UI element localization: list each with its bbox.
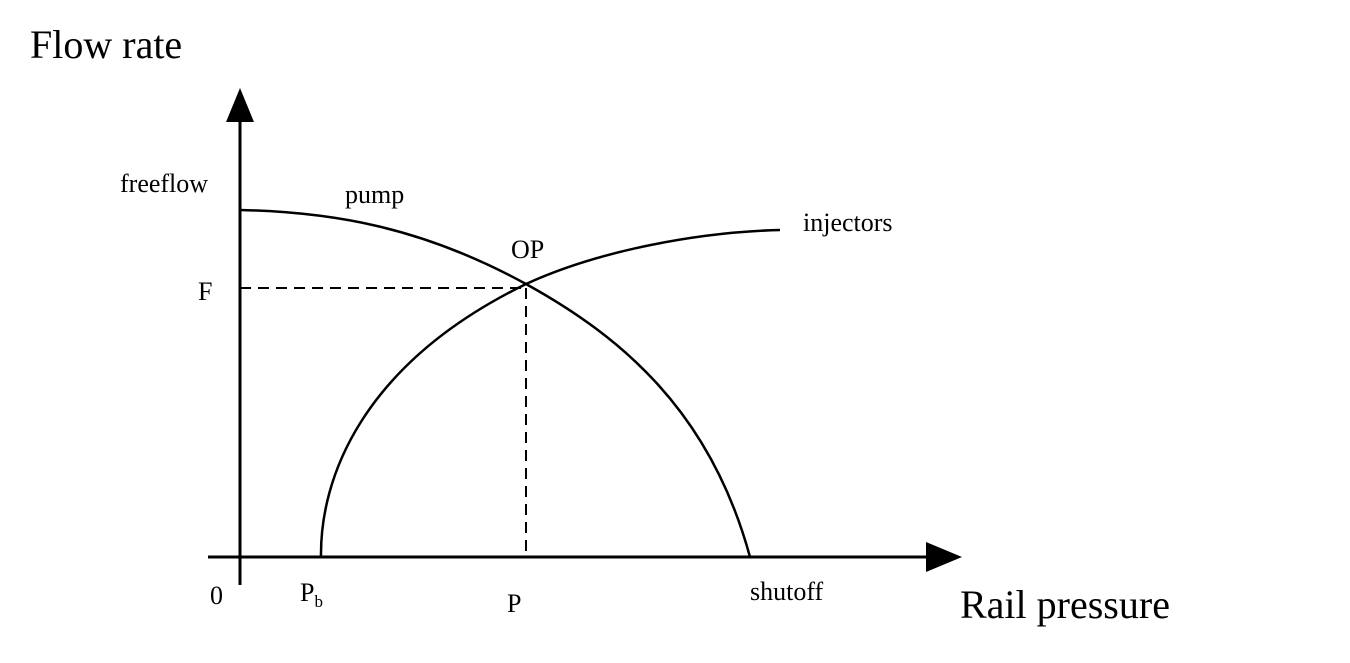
y-axis-arrowhead [226, 88, 254, 122]
injectors-curve [319, 228, 781, 558]
pump-label: pump [345, 180, 404, 209]
operating-point-label: OP [511, 235, 544, 264]
injectors-label: injectors [803, 208, 893, 237]
x-axis-title: Rail pressure [960, 582, 1170, 627]
origin-label: 0 [210, 581, 223, 610]
pump-curve [239, 208, 752, 558]
x-axis-arrowhead [926, 542, 962, 572]
pb-subscript: b [314, 592, 323, 611]
pb-label: Pb [300, 578, 323, 611]
freeflow-label: freeflow [120, 169, 208, 198]
pb-main: P [300, 578, 314, 607]
y-axis-title: Flow rate [30, 22, 182, 67]
pressure-value-label: P [507, 589, 521, 618]
flow-value-label: F [198, 277, 212, 306]
shutoff-label: shutoff [750, 577, 824, 606]
